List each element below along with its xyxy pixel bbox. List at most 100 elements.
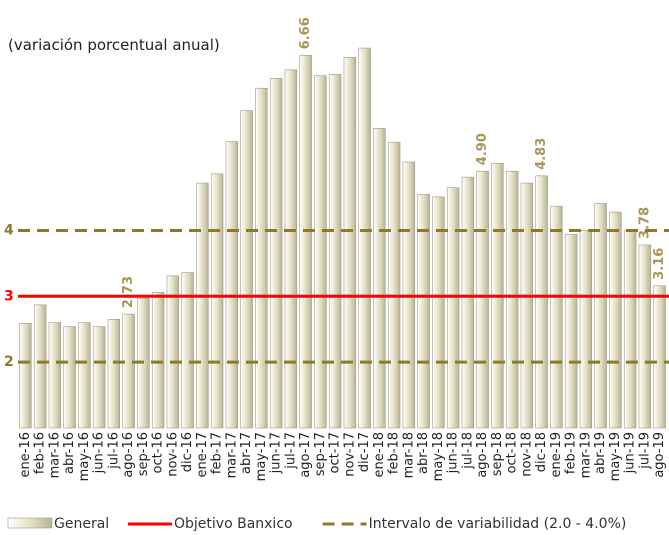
x-tick-label: sep-17	[313, 432, 328, 476]
bar	[505, 170, 519, 429]
x-tick-label: oct-18	[505, 432, 520, 473]
x-tick-label: dic-16	[180, 432, 195, 472]
bar	[63, 326, 76, 429]
x-tick-label: ene-16	[18, 432, 33, 477]
bar	[181, 272, 194, 429]
bar	[564, 234, 578, 429]
x-tick-label: dic-17	[357, 432, 372, 472]
x-tick-label: oct-16	[151, 432, 166, 473]
legend-swatch	[7, 517, 53, 529]
legend-label: General	[54, 516, 109, 532]
bar	[446, 187, 460, 429]
bar	[535, 175, 548, 429]
x-tick-label: feb-18	[387, 432, 402, 474]
bar	[623, 230, 637, 429]
x-tick-label: ago-17	[298, 432, 313, 478]
x-tick-label: mar-18	[401, 432, 416, 478]
bar	[373, 128, 386, 429]
x-tick-label: feb-19	[564, 432, 579, 474]
value-label: 2.73	[121, 276, 136, 308]
x-tick-label: ene-18	[372, 432, 387, 477]
bar	[520, 182, 534, 429]
x-tick-label: feb-16	[33, 432, 48, 474]
x-tick-label: jul-19	[637, 432, 652, 470]
bar	[240, 110, 253, 429]
bar	[210, 173, 224, 429]
x-tick-label: may-17	[254, 432, 269, 481]
x-tick-label: ago-16	[121, 432, 136, 478]
bar	[225, 141, 239, 429]
bar	[122, 313, 135, 429]
x-tick-label: mar-19	[578, 432, 593, 478]
y-tick-label: 3	[4, 288, 14, 304]
y-tick-label: 2	[4, 354, 14, 370]
x-tick-label: sep-16	[136, 432, 151, 476]
x-tick-label: jun-18	[446, 432, 461, 474]
bar	[579, 230, 593, 429]
x-tick-label: abr-16	[62, 432, 77, 474]
bar	[343, 56, 357, 429]
x-tick-label: nov-16	[165, 432, 180, 477]
x-tick-label: mar-16	[47, 432, 62, 478]
bar	[92, 326, 106, 429]
x-tick-label: abr-18	[416, 432, 431, 474]
bar	[314, 75, 327, 429]
bar	[432, 196, 445, 429]
bar	[48, 322, 62, 429]
x-tick-label: nov-17	[342, 432, 357, 477]
bar	[550, 205, 563, 429]
bar	[196, 182, 209, 429]
bar	[269, 78, 283, 429]
x-tick-label: mar-17	[224, 432, 239, 478]
bar	[358, 47, 371, 429]
x-tick-label: sep-18	[490, 432, 505, 476]
x-tick-label: jun-16	[92, 432, 107, 474]
x-tick-label: jul-16	[106, 432, 121, 470]
x-tick-label: oct-17	[328, 432, 343, 473]
x-tick-label: ago-18	[475, 432, 490, 478]
x-tick-label: may-19	[608, 432, 623, 481]
x-tick-label: jun-19	[623, 432, 638, 474]
x-tick-label: jul-18	[460, 432, 475, 470]
legend-label: Objetivo Banxico	[174, 516, 293, 532]
bar	[299, 55, 312, 429]
x-tick-label: jul-17	[283, 432, 298, 470]
value-label: 4.83	[534, 138, 549, 170]
bar	[476, 170, 489, 429]
x-tick-label: abr-19	[593, 432, 608, 474]
x-tick-label: feb-17	[210, 432, 225, 474]
bar	[284, 69, 298, 429]
x-tick-label: may-18	[431, 432, 446, 481]
chart-title: (variación porcentual anual)	[8, 36, 220, 54]
legend-label: Intervalo de variabilidad (2.0 - 4.0%)	[369, 516, 627, 532]
x-tick-label: dic-18	[534, 432, 549, 472]
value-label: 4.90	[475, 133, 490, 165]
value-label: 3.78	[637, 207, 652, 239]
bar	[255, 87, 268, 429]
value-label: 3.16	[652, 248, 667, 280]
bar	[594, 203, 607, 429]
bar	[609, 211, 622, 429]
x-tick-label: ene-19	[549, 432, 564, 477]
x-tick-label: nov-18	[519, 432, 534, 477]
y-tick-label: 4	[4, 222, 14, 238]
bar	[328, 74, 342, 429]
bar	[151, 292, 165, 429]
x-tick-label: ene-17	[195, 432, 210, 477]
value-label: 6.66	[298, 17, 313, 49]
bar	[33, 304, 47, 429]
x-tick-label: abr-17	[239, 432, 254, 474]
bar	[653, 285, 666, 429]
bar	[107, 319, 121, 429]
bar	[78, 322, 91, 429]
bar	[19, 323, 32, 429]
bar	[638, 244, 652, 429]
bar	[461, 176, 475, 429]
x-tick-label: may-16	[77, 432, 92, 481]
x-tick-label: jun-17	[269, 432, 284, 474]
bar	[387, 141, 401, 429]
x-tick-label: ago-19	[652, 432, 667, 478]
bar	[166, 275, 180, 429]
bar	[417, 193, 430, 429]
